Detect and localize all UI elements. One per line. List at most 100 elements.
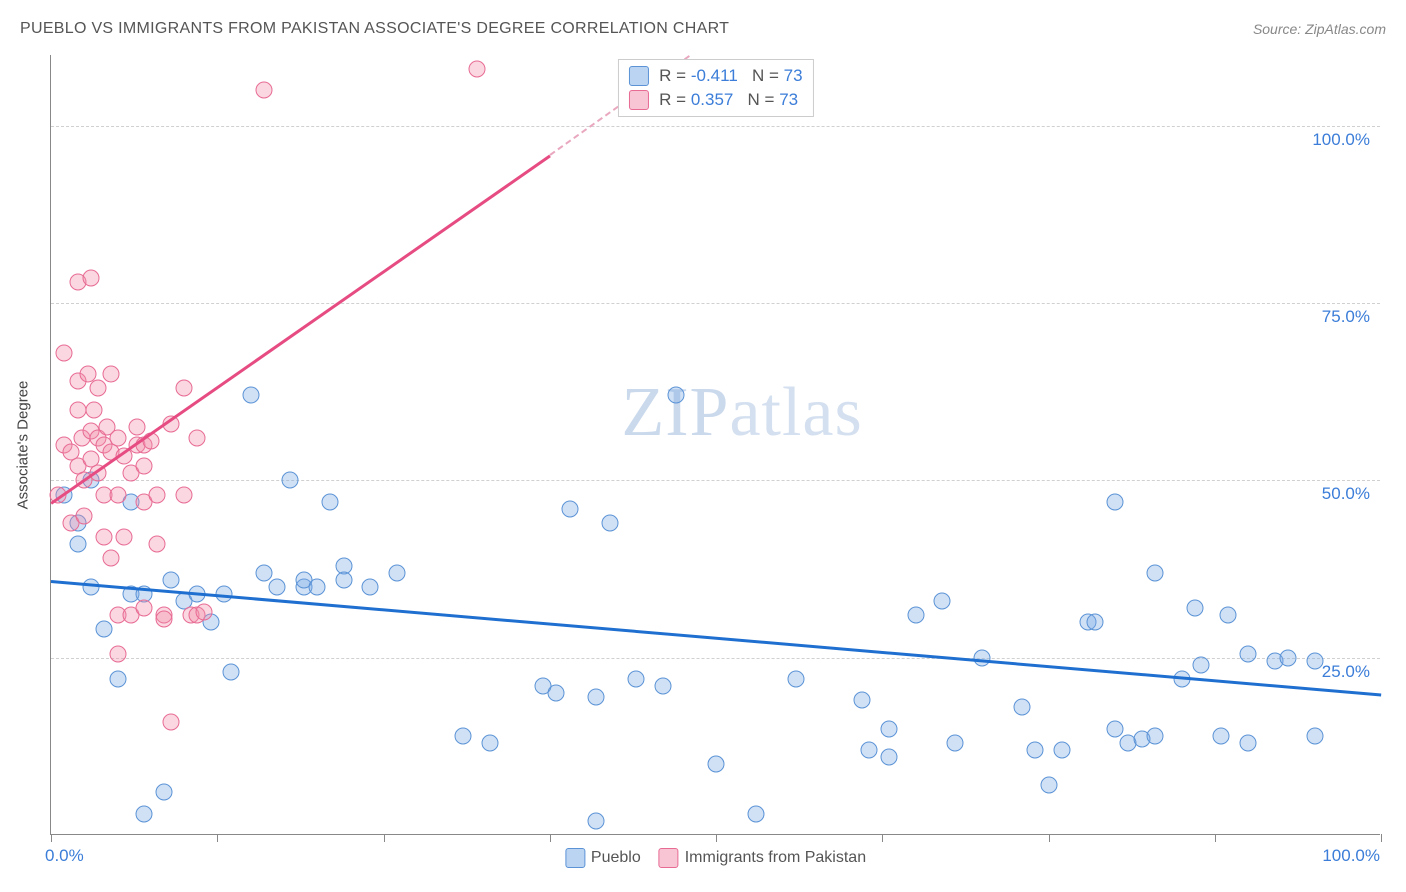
x-tick (1049, 834, 1050, 842)
x-tick (550, 834, 551, 842)
scatter-point (282, 472, 299, 489)
scatter-point (82, 270, 99, 287)
x-tick-label-left: 0.0% (45, 846, 84, 866)
x-tick (1381, 834, 1382, 842)
scatter-point (116, 529, 133, 546)
scatter-point (149, 486, 166, 503)
scatter-point (222, 663, 239, 680)
scatter-point (907, 607, 924, 624)
scatter-point (1186, 600, 1203, 617)
scatter-point (455, 727, 472, 744)
scatter-point (255, 82, 272, 99)
legend-swatch (565, 848, 585, 868)
scatter-point (96, 621, 113, 638)
scatter-point (1240, 734, 1257, 751)
scatter-point (1279, 649, 1296, 666)
scatter-point (136, 458, 153, 475)
x-tick-label-right: 100.0% (1322, 846, 1380, 866)
series-legend: PuebloImmigrants from Pakistan (565, 848, 866, 868)
scatter-point (787, 671, 804, 688)
scatter-point (362, 578, 379, 595)
scatter-point (1146, 564, 1163, 581)
scatter-point (974, 649, 991, 666)
scatter-point (309, 578, 326, 595)
gridline (51, 303, 1380, 304)
scatter-point (934, 593, 951, 610)
scatter-point (89, 380, 106, 397)
scatter-point (69, 401, 86, 418)
scatter-point (601, 515, 618, 532)
scatter-point (85, 401, 102, 418)
title-bar: PUEBLO VS IMMIGRANTS FROM PAKISTAN ASSOC… (20, 20, 1386, 38)
scatter-point (195, 603, 212, 620)
gridline (51, 480, 1380, 481)
scatter-point (109, 486, 126, 503)
scatter-point (860, 741, 877, 758)
scatter-point (255, 564, 272, 581)
chart-area: Associate's Degree ZIPatlas 25.0%50.0%75… (50, 55, 1380, 835)
scatter-point (109, 671, 126, 688)
gridline (51, 126, 1380, 127)
legend-label: Immigrants from Pakistan (685, 849, 866, 866)
scatter-point (136, 600, 153, 617)
x-tick (51, 834, 52, 842)
scatter-point (1107, 493, 1124, 510)
legend-text: R = 0.357 N = 73 (654, 90, 798, 110)
scatter-point (1107, 720, 1124, 737)
chart-title: PUEBLO VS IMMIGRANTS FROM PAKISTAN ASSOC… (20, 20, 729, 38)
scatter-point (1040, 777, 1057, 794)
scatter-point (1306, 727, 1323, 744)
scatter-point (880, 720, 897, 737)
legend-swatch (628, 90, 648, 110)
scatter-point (109, 429, 126, 446)
scatter-point (156, 784, 173, 801)
scatter-point (1193, 656, 1210, 673)
watermark: ZIPatlas (621, 373, 862, 453)
source-label: Source: ZipAtlas.com (1253, 21, 1386, 37)
trend-line-pueblo (51, 580, 1381, 696)
scatter-point (548, 685, 565, 702)
scatter-point (1087, 614, 1104, 631)
x-tick (217, 834, 218, 842)
scatter-point (76, 507, 93, 524)
scatter-point (1027, 741, 1044, 758)
legend-swatch (659, 848, 679, 868)
gridline (51, 658, 1380, 659)
scatter-point (102, 366, 119, 383)
scatter-point (1220, 607, 1237, 624)
scatter-point (322, 493, 339, 510)
scatter-point (747, 805, 764, 822)
y-tick-label: 25.0% (1322, 662, 1370, 682)
scatter-point (82, 578, 99, 595)
scatter-point (668, 387, 685, 404)
scatter-point (628, 671, 645, 688)
scatter-point (588, 812, 605, 829)
scatter-point (588, 688, 605, 705)
scatter-point (481, 734, 498, 751)
scatter-point (1053, 741, 1070, 758)
y-axis-label: Associate's Degree (15, 380, 32, 509)
scatter-point (1013, 699, 1030, 716)
x-tick (384, 834, 385, 842)
scatter-point (468, 61, 485, 78)
scatter-point (56, 344, 73, 361)
correlation-legend: R = -0.411 N = 73 R = 0.357 N = 73 (617, 59, 813, 117)
y-tick-label: 50.0% (1322, 484, 1370, 504)
scatter-point (189, 429, 206, 446)
scatter-point (947, 734, 964, 751)
scatter-point (561, 500, 578, 517)
x-tick (1215, 834, 1216, 842)
scatter-point (1213, 727, 1230, 744)
scatter-point (1146, 727, 1163, 744)
scatter-point (149, 536, 166, 553)
scatter-point (176, 380, 193, 397)
scatter-point (102, 550, 119, 567)
trend-line-pakistan (50, 154, 550, 504)
scatter-point (708, 756, 725, 773)
scatter-point (1306, 653, 1323, 670)
scatter-point (388, 564, 405, 581)
scatter-point (242, 387, 259, 404)
legend-text: R = -0.411 N = 73 (654, 66, 802, 86)
scatter-point (880, 749, 897, 766)
scatter-point (162, 571, 179, 588)
